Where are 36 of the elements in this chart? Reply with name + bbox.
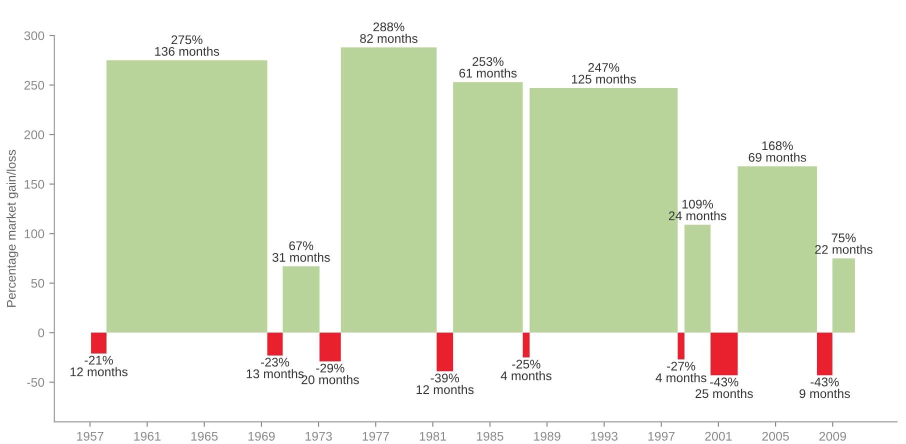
y-tick-label: 150 <box>24 180 44 189</box>
data-label: -25% 4 months <box>500 360 552 380</box>
x-tick-label: 1997 <box>648 432 675 441</box>
data-label: -21% 12 months <box>70 356 128 376</box>
y-tick-label: 50 <box>31 278 44 288</box>
data-label: 67% 31 months <box>272 241 330 262</box>
x-tick-label: 1993 <box>591 432 618 441</box>
x-tick-label: 1985 <box>476 432 504 441</box>
x-tick-label: 1965 <box>191 432 218 441</box>
data-label: -23% 13 months <box>246 358 304 378</box>
x-tick-label: 1961 <box>134 432 160 441</box>
data-label: -27% 4 months <box>656 362 706 382</box>
data-label: 247% 125 months <box>572 63 636 84</box>
y-tick-label: 100 <box>24 229 44 238</box>
x-tick-label: 2005 <box>762 432 789 441</box>
data-label: 75% 22 months <box>815 233 872 254</box>
x-tick-label: 1989 <box>534 432 560 441</box>
data-label: 275% 136 months <box>155 35 220 56</box>
x-tick-label: 1969 <box>248 432 275 441</box>
x-tick-label: 1977 <box>362 432 389 441</box>
y-tick-label: -50 <box>27 378 44 387</box>
y-axis-title: Percentage market gain/loss <box>6 150 18 307</box>
x-tick-label: 1973 <box>306 432 332 441</box>
y-tick-label: 250 <box>24 80 44 90</box>
y-tick-label: 300 <box>24 31 44 40</box>
data-label: -43% 9 months <box>800 378 850 398</box>
x-tick-label: 1957 <box>77 432 104 441</box>
data-label: 168% 69 months <box>748 141 806 162</box>
x-tick-label: 2009 <box>819 432 846 441</box>
data-label: 288% 82 months <box>360 22 418 43</box>
x-tick-label: 2001 <box>705 432 732 441</box>
data-label: 253% 61 months <box>459 57 517 78</box>
y-tick-label: 0 <box>38 328 44 338</box>
y-tick-label: 200 <box>24 130 44 140</box>
data-label: -39% 12 months <box>416 374 474 394</box>
x-tick-label: 1981 <box>420 432 446 441</box>
